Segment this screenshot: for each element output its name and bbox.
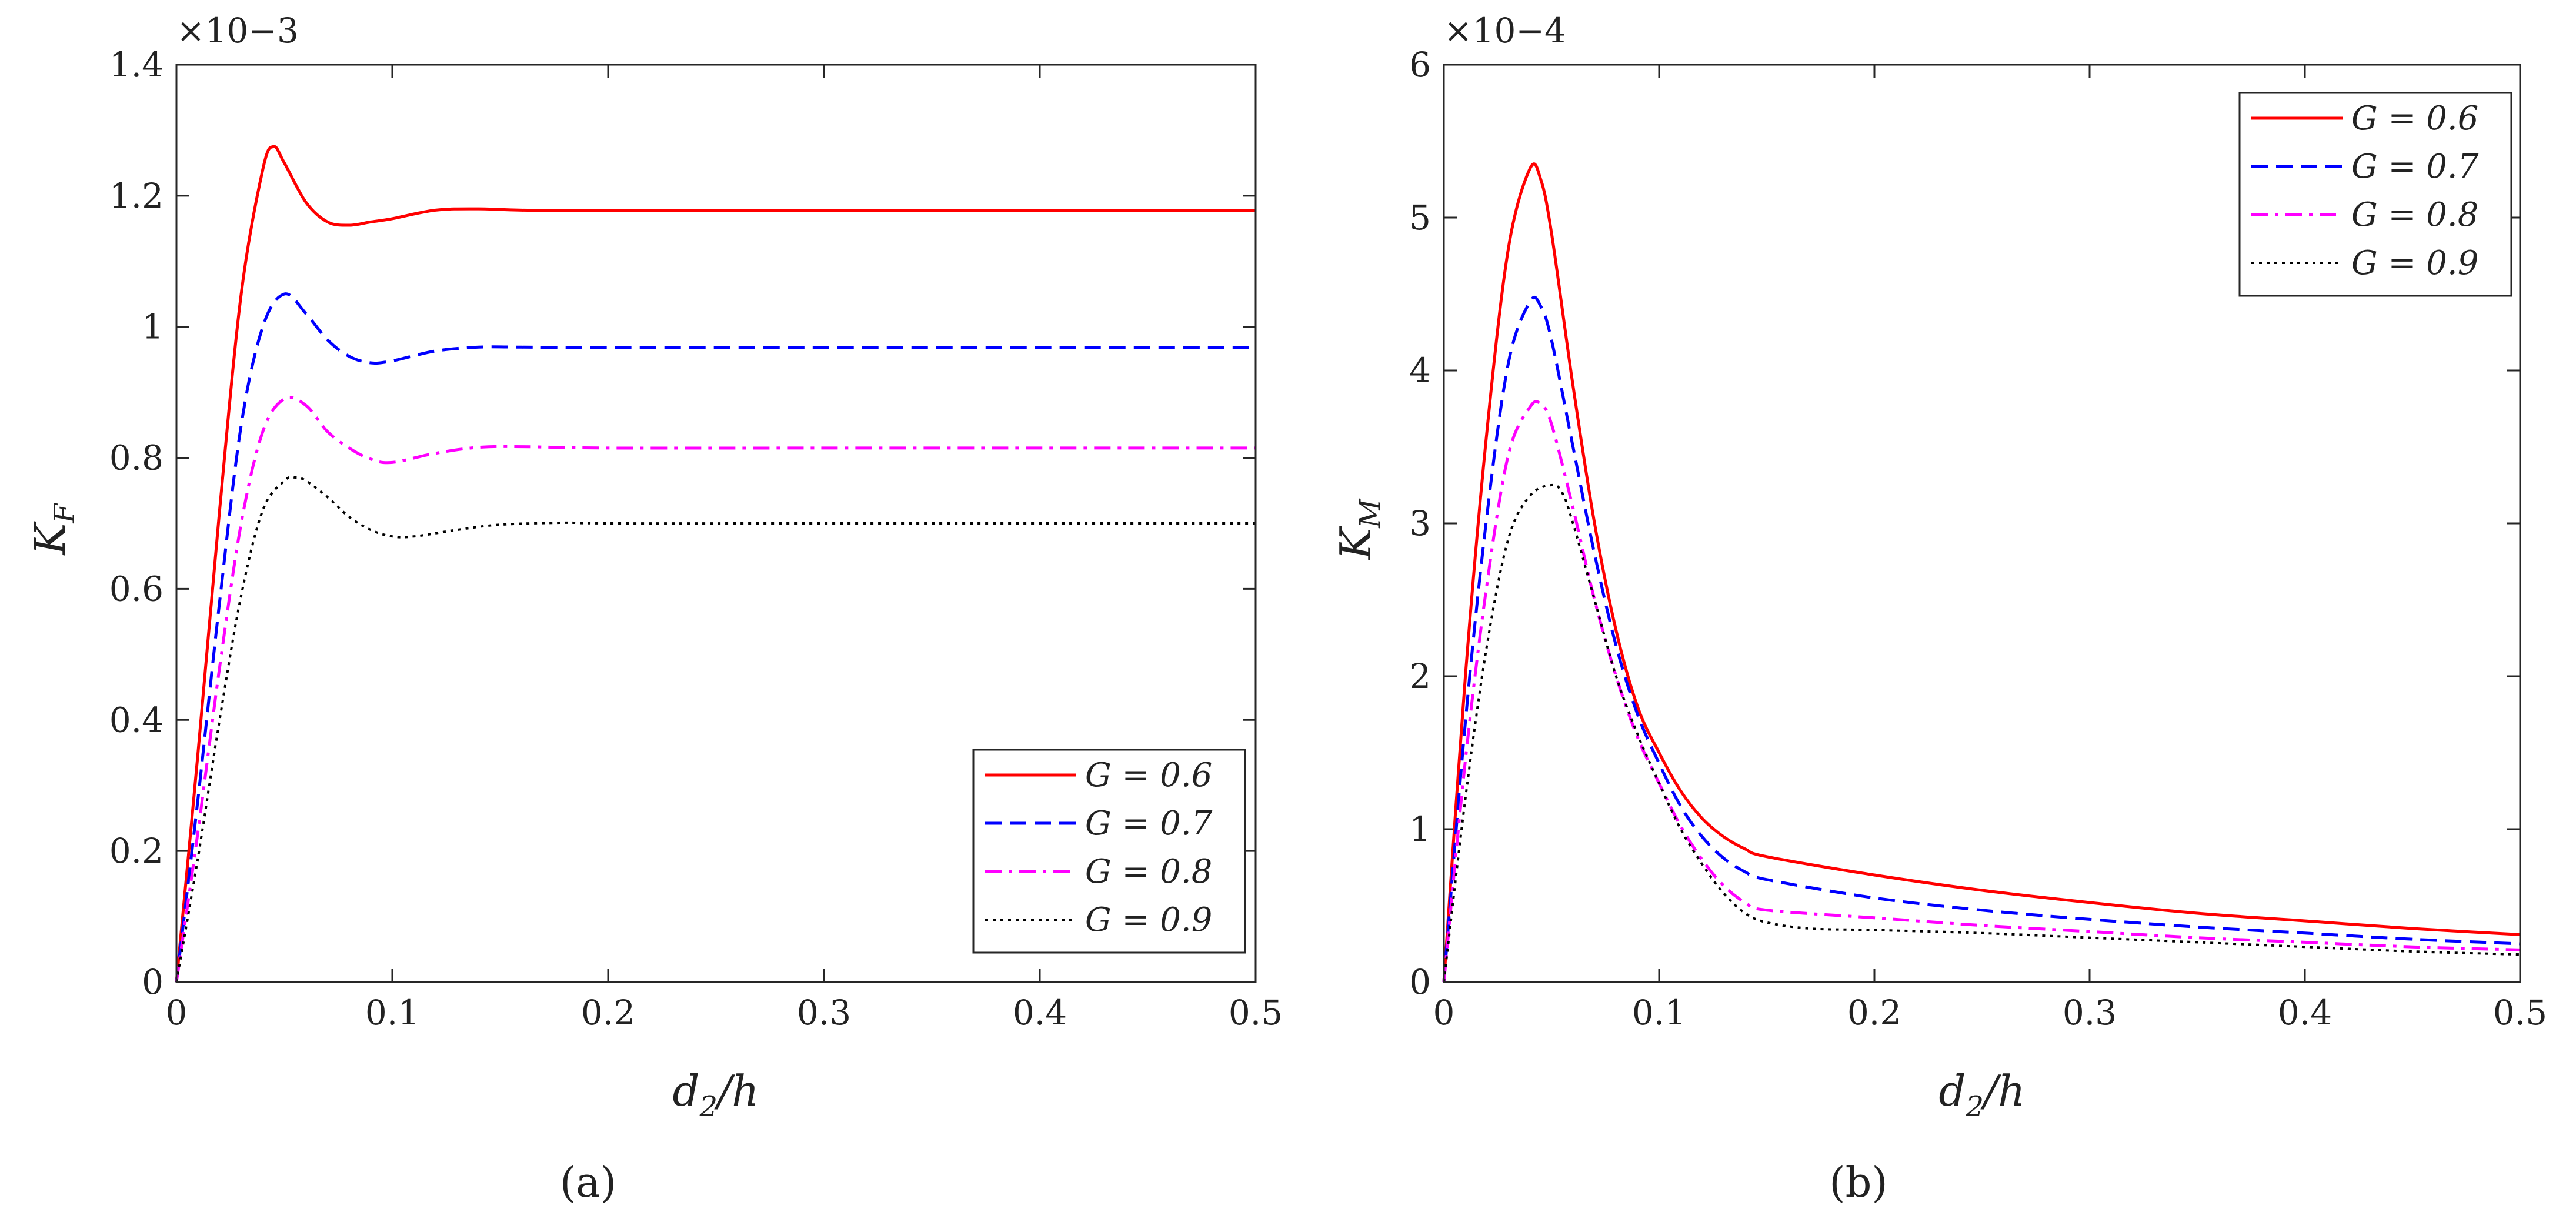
panel-a-y-tick-label: 0.8 <box>109 438 163 478</box>
panel-a-series-08 <box>175 396 1256 983</box>
panel-b-series-06 <box>1442 162 2521 983</box>
panel-a-tick-labels: 0 0.1 0.2 0.3 0.4 0.5 0 0.2 0.4 0.6 0.8 1 1.2 1.4 <box>109 45 1283 1033</box>
panel-b-y-tick-label: 5 <box>1409 198 1431 238</box>
panel-a-y-tick-label: 0 <box>142 962 163 1002</box>
panel-a-series-07 <box>175 292 1256 983</box>
panel-b-series-07 <box>1442 296 2521 983</box>
panel-a-y-tick-label: 0.6 <box>109 569 163 609</box>
panel-a-x-tick-label: 0.1 <box>365 993 419 1033</box>
panel-b-y-tick-label: 2 <box>1409 656 1431 696</box>
panel-b-series-09 <box>1443 483 2521 983</box>
panel-a: 0 0.1 0.2 0.3 0.4 0.5 0 0.2 0.4 0.6 0.8 1 1.2 1.4 ×10… <box>25 11 1283 1207</box>
panel-b-x-tick-label: 0.4 <box>2278 993 2332 1033</box>
panel-a-y-tick-label: 1.2 <box>109 176 163 216</box>
panel-b-x-tick-label: 0.2 <box>1847 993 1901 1033</box>
panel-b: 0 0.1 0.2 0.3 0.4 0.5 0 1 2 3 4 5 6 ×10−4 KM d2/h G … <box>1331 11 2547 1207</box>
panel-a-y-tick-label: 0.2 <box>109 831 163 871</box>
panel-a-x-tick-label: 0.2 <box>581 993 635 1033</box>
panel-a-series-06 <box>175 145 1256 983</box>
panel-a-y-tick-label: 0.4 <box>109 700 163 740</box>
panel-b-x-axis-label: d2/h <box>1938 1066 2025 1123</box>
panel-b-legend: G = 0.6 G = 0.7 G = 0.8 G = 0.9 <box>2238 92 2512 297</box>
panel-b-legend-label-g07: G = 0.7 <box>2351 148 2479 186</box>
panel-b-y-tick-label: 6 <box>1409 45 1431 85</box>
panel-b-x-tick-label: 0.1 <box>1632 993 1686 1033</box>
panel-b-y-tick-label: 0 <box>1409 962 1431 1002</box>
panel-a-x-tick-label: 0 <box>166 993 188 1033</box>
panel-b-x-tick-label: 0.3 <box>2063 993 2117 1033</box>
panel-a-x-tick-label: 0.3 <box>797 993 851 1033</box>
panel-b-y-exponent: ×10−4 <box>1444 11 1566 51</box>
panel-a-y-axis-label: KF <box>25 503 81 556</box>
panel-a-x-axis-label: d2/h <box>672 1066 759 1123</box>
panel-a-y-tick-label: 1.4 <box>109 45 163 85</box>
panel-a-x-tick-label: 0.4 <box>1013 993 1067 1033</box>
panel-b-y-tick-label: 3 <box>1409 503 1431 543</box>
panel-a-series-09 <box>175 476 1256 983</box>
panel-a-x-tick-label: 0.5 <box>1229 993 1283 1033</box>
panel-a-legend: G = 0.6 G = 0.7 G = 0.8 G = 0.9 <box>972 749 1246 954</box>
panel-b-legend-label-g08: G = 0.8 <box>2351 196 2478 234</box>
panel-b-plot-frame <box>1443 64 2521 983</box>
panel-b-legend-label-g09: G = 0.9 <box>2351 244 2478 282</box>
panel-b-y-tick-label: 1 <box>1409 809 1431 849</box>
panel-b-x-tick-label: 0.5 <box>2493 993 2547 1033</box>
panel-b-series-08 <box>1442 400 2521 983</box>
panel-b-caption: (b) <box>1829 1158 1887 1207</box>
panel-a-legend-label-g08: G = 0.8 <box>1085 853 1212 891</box>
panel-b-y-tick-label: 4 <box>1409 350 1431 390</box>
panel-a-legend-label-g09: G = 0.9 <box>1085 901 1212 939</box>
panel-a-caption: (a) <box>560 1158 616 1207</box>
panel-b-x-tick-label: 0 <box>1433 993 1455 1033</box>
panel-a-plot-frame <box>175 64 1257 983</box>
panel-a-legend-label-g07: G = 0.7 <box>1085 804 1213 843</box>
panel-a-y-exponent: ×10−3 <box>176 11 299 51</box>
panel-a-y-tick-label: 1 <box>142 307 163 347</box>
panel-a-series <box>175 145 1256 983</box>
panel-a-legend-label-g06: G = 0.6 <box>1085 756 1212 794</box>
panel-b-series <box>1442 162 2521 983</box>
panel-b-legend-label-g06: G = 0.6 <box>2351 99 2478 138</box>
panel-b-tick-labels: 0 0.1 0.2 0.3 0.4 0.5 0 1 2 3 4 5 6 <box>1409 45 2547 1033</box>
panel-b-y-axis-label: KM <box>1331 498 1387 561</box>
